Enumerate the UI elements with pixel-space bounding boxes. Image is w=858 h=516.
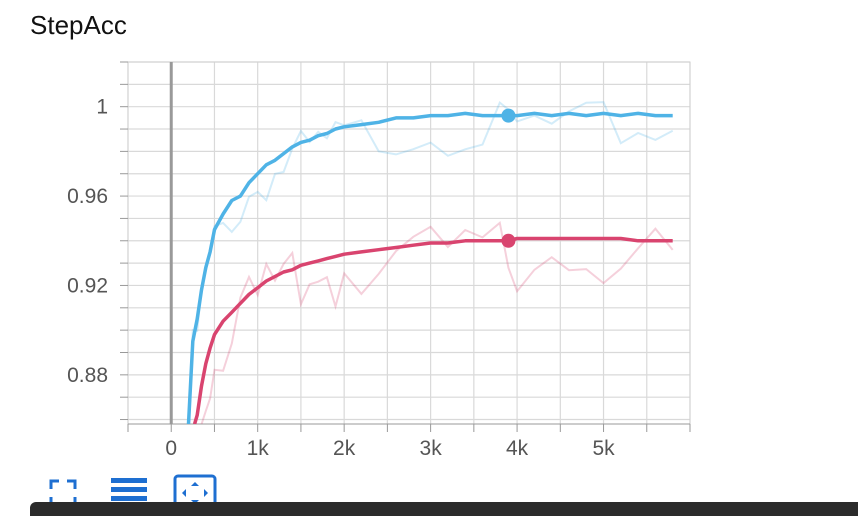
axes: 0 1k 2k 3k 4k 5k 0.88 0.92 0.96 1 xyxy=(67,61,691,460)
grid xyxy=(127,61,691,425)
series-raw-line xyxy=(193,221,674,424)
y-tick-label: 0.96 xyxy=(67,185,108,208)
fullscreen-button[interactable] xyxy=(40,470,86,516)
series-layer xyxy=(186,100,674,424)
y-tick-label: 0.92 xyxy=(67,274,108,297)
x-tick-label: 5k xyxy=(592,437,615,460)
x-tick-label: 4k xyxy=(506,437,529,460)
y-tick-label: 1 xyxy=(96,96,108,119)
x-tick-label: 1k xyxy=(247,437,270,460)
bottom-panel-edge xyxy=(30,502,858,516)
series-line xyxy=(186,111,673,424)
fullscreen-icon xyxy=(49,479,77,507)
series-line xyxy=(192,236,673,424)
series-hover-point xyxy=(501,108,516,123)
x-tick-label: 2k xyxy=(333,437,356,460)
y-tick-label: 0.88 xyxy=(67,364,108,387)
series-hover-point xyxy=(501,233,516,248)
series-raw-line xyxy=(188,100,674,424)
chart-title: StepAcc xyxy=(30,10,127,40)
x-tick-label: 3k xyxy=(420,437,443,460)
line-chart: 0 1k 2k 3k 4k 5k 0.88 0.92 0.96 1 xyxy=(67,61,691,460)
x-tick-label: 0 xyxy=(165,437,177,460)
